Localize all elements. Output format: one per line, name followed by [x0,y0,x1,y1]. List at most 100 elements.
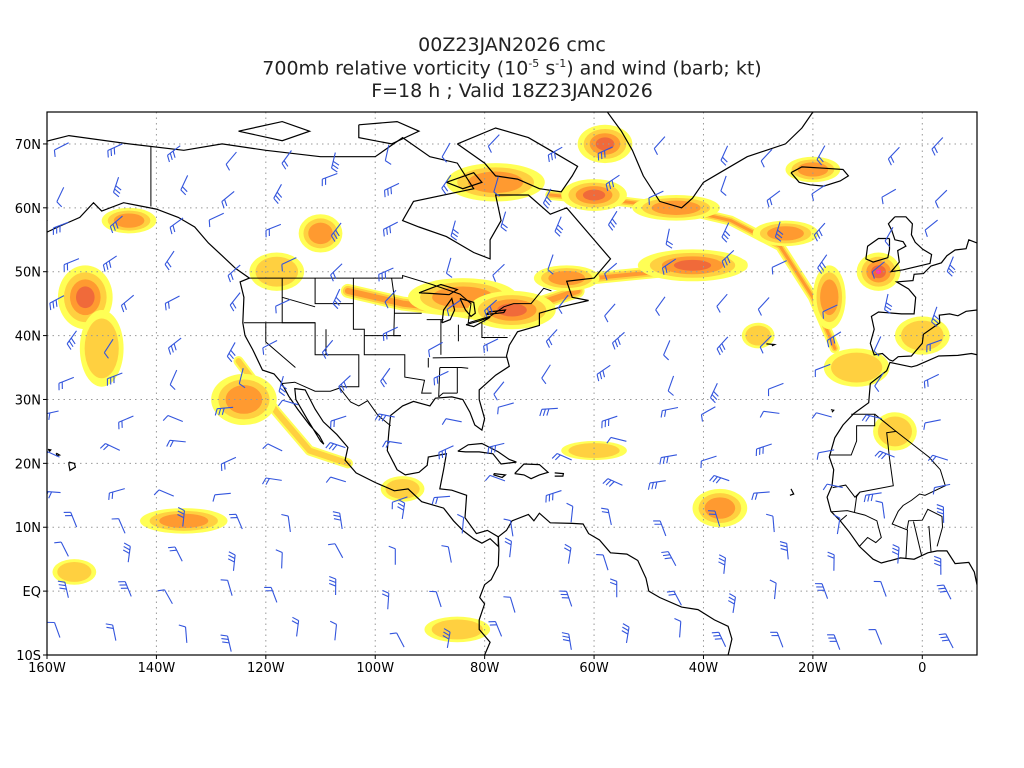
coastline-path [441,297,456,324]
latitude-tick-label: 50N [15,266,41,281]
wind-barb [162,414,183,423]
wind-barb [118,581,132,597]
wind-barb [450,220,459,241]
coastline-path [358,120,421,145]
latitude-tick-label: 70N [15,138,41,153]
wind-barb [811,412,832,419]
coastline-path [457,442,517,465]
wind-barb [931,306,940,327]
wind-barb [381,589,390,610]
wind-barb [503,518,514,537]
wind-barb [164,250,175,271]
wind-barb [728,593,736,613]
wind-barb [874,372,884,393]
wind-barb [936,584,952,600]
wind-barb [66,330,77,350]
wind-barb [428,341,443,358]
map-title-line-1: 00Z23JAN2026 cmc [418,34,606,56]
wind-barb [605,174,620,192]
coastline-path [554,472,565,477]
latitude-tick-label: 20N [15,457,41,472]
wind-barb [653,520,667,537]
wind-barb [720,145,729,166]
wind-barb [766,513,775,533]
wind-barb [47,410,59,420]
wind-barb [611,331,625,350]
wind-barb [328,575,337,596]
wind-barb [871,261,885,279]
wind-barb [321,339,334,359]
wind-barb [388,545,396,565]
coastline-path [830,409,835,413]
wind-barb [221,190,235,209]
political-border [314,278,432,394]
wind-barb [214,406,234,416]
wind-barb [721,249,735,268]
wind-barb [262,339,278,355]
wind-barb [923,419,941,430]
wind-barb [330,263,343,282]
coastline-path [465,316,491,328]
wind-barb [596,364,611,382]
wind-barb [332,511,343,530]
longitude-tick-label: 0 [918,661,926,676]
wind-barb [54,541,69,557]
vorticity-contour [745,325,771,346]
wind-barb [608,210,618,231]
wind-barb [541,364,551,385]
wind-barb [816,145,826,166]
wind-barb [597,146,613,161]
wind-barb [291,616,300,637]
political-border [891,431,946,547]
wind-barb [49,295,65,311]
wind-barb [760,148,773,168]
wind-barb [106,372,123,386]
wind-barb [559,590,573,607]
wind-barb [112,176,122,198]
wind-barb [547,254,554,275]
wind-barb [946,256,956,277]
vorticity-contour [113,213,145,228]
vorticity-contour [385,478,420,499]
wind-barb [431,495,451,505]
longitude-tick-label: 140W [138,661,176,676]
wind-barb [861,414,882,422]
coastline-path [766,343,777,347]
wind-barb [277,399,299,407]
wind-barb [180,175,189,196]
wind-barb [721,222,731,243]
coastline-path [887,216,933,273]
wind-barb [759,335,772,354]
wind-barb [709,474,730,484]
wind-barb [751,491,770,501]
wind-barb [102,255,117,272]
wind-barb [384,289,397,309]
wind-barb [884,293,893,314]
wind-barb [938,633,954,649]
wind-barb [120,294,135,313]
longitude-tick-label: 160W [28,661,66,676]
wind-barb [107,143,123,158]
coastline-path [485,309,507,316]
political-border [854,413,898,512]
wind-barb [164,295,180,311]
wind-barb [545,490,562,503]
wind-barb [108,488,125,500]
wind-barb [122,542,131,563]
latitude-tick-label: 30N [15,393,41,408]
wind-barb [665,228,674,249]
latitude-tick-label: 40N [15,330,41,345]
wind-barb [227,264,241,283]
political-border [282,381,391,427]
political-border [438,367,441,397]
wind-barb [103,338,114,359]
wind-barb [539,407,558,417]
wind-barb [169,217,184,235]
wind-barb [647,480,666,490]
wind-barb [229,292,241,312]
wind-barb [484,299,498,318]
latitude-tick-label: EQ [23,585,41,600]
vorticity-contour [468,171,524,194]
wind-barb [663,340,671,361]
wind-barb [887,146,900,166]
